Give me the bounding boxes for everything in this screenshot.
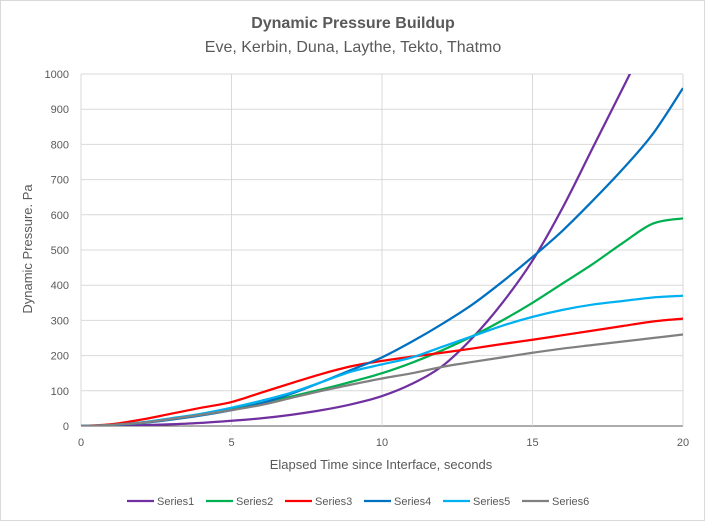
x-tick-label: 15 — [526, 437, 538, 449]
legend: Series1 Series2 Series3 Series4 Series5 Serie… — [127, 496, 589, 508]
legend-label: Series3 — [315, 496, 352, 508]
x-axis-label: Elapsed Time since Interface, seconds — [270, 457, 493, 472]
tick-labels: 0 100 200 300 400 500 600 700 800 900 1000 0 5 10 15 20 — [45, 69, 690, 449]
x-tick-label: 20 — [677, 437, 689, 449]
y-axis-label: Dynamic Pressure. Pa — [20, 184, 35, 314]
y-tick-label: 0 — [63, 421, 69, 433]
series-line-series6 — [81, 333, 683, 426]
y-tick-label: 400 — [51, 280, 69, 292]
gridlines — [80, 73, 684, 427]
y-tick-label: 1000 — [45, 69, 69, 81]
legend-label: Series1 — [157, 496, 194, 508]
y-tick-label: 100 — [51, 386, 69, 398]
legend-label: Series4 — [394, 496, 431, 508]
series-line-series3 — [81, 317, 683, 426]
y-tick-label: 200 — [51, 351, 69, 363]
legend-label: Series6 — [552, 496, 589, 508]
y-tick-label: 800 — [51, 139, 69, 151]
y-tick-label: 600 — [51, 210, 69, 222]
series-line-series1 — [81, 74, 632, 426]
chart-title: Dynamic Pressure Buildup — [251, 15, 455, 32]
legend-label: Series2 — [236, 496, 273, 508]
x-tick-label: 0 — [78, 437, 84, 449]
series-lines — [81, 74, 683, 426]
y-tick-label: 700 — [51, 175, 69, 187]
chart-subtitle: Eve, Kerbin, Duna, Laythe, Tekto, Thatmo — [205, 39, 502, 56]
x-tick-label: 10 — [376, 437, 388, 449]
legend-label: Series5 — [473, 496, 510, 508]
y-tick-label: 900 — [51, 104, 69, 116]
x-tick-label: 5 — [228, 437, 234, 449]
y-tick-label: 500 — [51, 245, 69, 257]
y-tick-label: 300 — [51, 315, 69, 327]
